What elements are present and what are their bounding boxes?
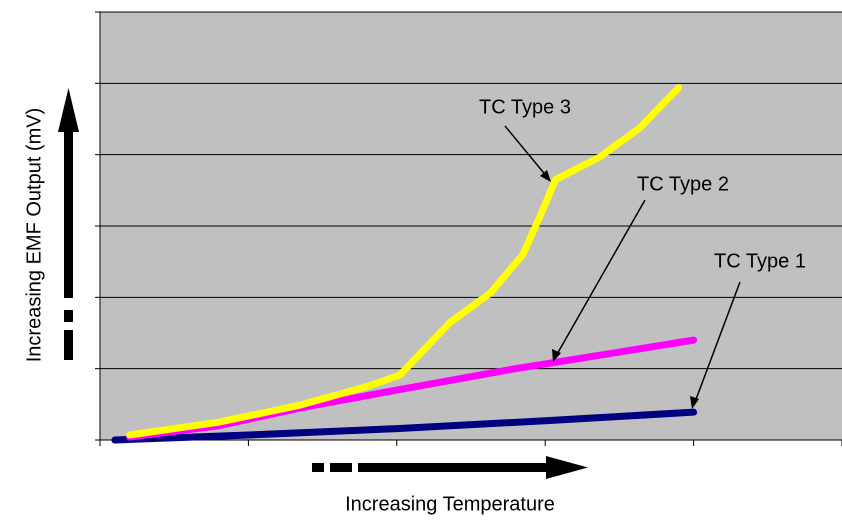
- series-label: TC Type 2: [637, 173, 729, 195]
- series-line: [111, 408, 698, 444]
- x-axis-title: Increasing Temperature: [345, 493, 555, 515]
- grid: [95, 11, 842, 446]
- annotation-arrows: [504, 125, 741, 409]
- series-line: [126, 336, 698, 441]
- x-arrow: [312, 456, 588, 479]
- y-axis-title: Increasing EMF Output (mV): [23, 108, 45, 363]
- y-arrow: [58, 88, 79, 360]
- lines: [111, 84, 698, 444]
- series-label: TC Type 1: [714, 250, 806, 272]
- series-label: TC Type 3: [479, 96, 571, 118]
- series-line: [126, 84, 683, 439]
